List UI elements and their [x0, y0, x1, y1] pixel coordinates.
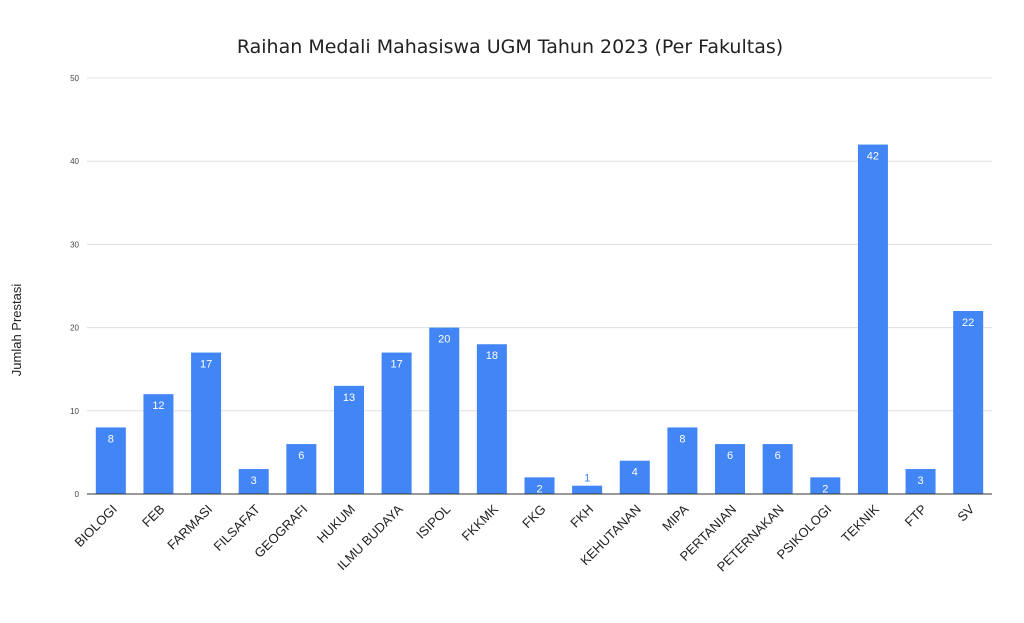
data-label: 20 — [438, 334, 450, 346]
data-label: 17 — [390, 359, 402, 371]
x-tick-label: BIOLOGI — [72, 502, 120, 550]
bar — [143, 394, 174, 494]
chart-title: Raihan Medali Mahasiswa UGM Tahun 2023 (… — [237, 36, 783, 58]
bar — [762, 444, 793, 494]
data-label: 6 — [775, 450, 781, 462]
x-tick-label: FEB — [139, 502, 167, 530]
bar — [191, 352, 222, 494]
data-label: 18 — [486, 350, 498, 362]
x-tick-label: FKKMK — [459, 501, 502, 544]
x-tick-label: FKG — [519, 502, 549, 532]
x-tick-label: SV — [954, 501, 977, 524]
data-label: 8 — [679, 433, 685, 445]
data-label: 2 — [536, 483, 542, 495]
y-tick-label: 0 — [75, 490, 80, 499]
x-tick-label: FKH — [567, 502, 596, 531]
data-label: 3 — [917, 475, 923, 487]
bar — [619, 460, 650, 494]
y-tick-label: 50 — [70, 74, 79, 83]
data-label: 13 — [343, 392, 355, 404]
x-tick-label: MIPA — [659, 501, 692, 534]
bar — [953, 310, 984, 494]
y-tick-label: 10 — [70, 407, 79, 416]
data-labels: 8 12 17 3 6 13 17 20 18 2 1 4 8 6 6 2 42 3 22 — [108, 151, 975, 496]
bar — [905, 469, 936, 494]
x-tick-label: ISIPOL — [413, 502, 453, 542]
data-label: 4 — [632, 467, 638, 479]
bar — [476, 344, 507, 494]
gridlines — [87, 77, 992, 412]
bar — [286, 444, 317, 494]
y-tick-label: 30 — [70, 240, 79, 249]
bar — [715, 444, 746, 494]
bar — [572, 485, 603, 494]
x-tick-label: FTP — [902, 502, 930, 530]
bar — [857, 144, 888, 494]
data-label: 2 — [822, 483, 828, 495]
data-label: 6 — [298, 450, 304, 462]
bar — [810, 477, 841, 494]
y-tick-label: 20 — [70, 324, 79, 333]
bar — [524, 477, 555, 494]
bar — [381, 352, 412, 494]
x-tick-label: FARMASI — [164, 502, 215, 553]
x-tick-label: TEKNIK — [838, 501, 882, 545]
data-label: 1 — [584, 473, 590, 485]
y-axis-ticks: 0 10 20 30 40 50 — [70, 74, 79, 499]
data-label: 3 — [251, 475, 257, 487]
data-label: 17 — [200, 359, 212, 371]
y-axis-label: Jumlah Prestasi — [9, 284, 24, 377]
bars — [95, 144, 984, 494]
data-label: 8 — [108, 433, 114, 445]
data-label: 42 — [867, 151, 879, 163]
bar — [429, 327, 460, 494]
x-tick-label: HUKUM — [314, 502, 358, 546]
data-label: 6 — [727, 450, 733, 462]
bar — [238, 469, 269, 494]
data-label: 12 — [152, 400, 164, 412]
bar — [95, 427, 126, 494]
data-label: 22 — [962, 317, 974, 329]
bar — [333, 385, 364, 494]
bar — [667, 427, 698, 494]
y-tick-label: 40 — [70, 157, 79, 166]
